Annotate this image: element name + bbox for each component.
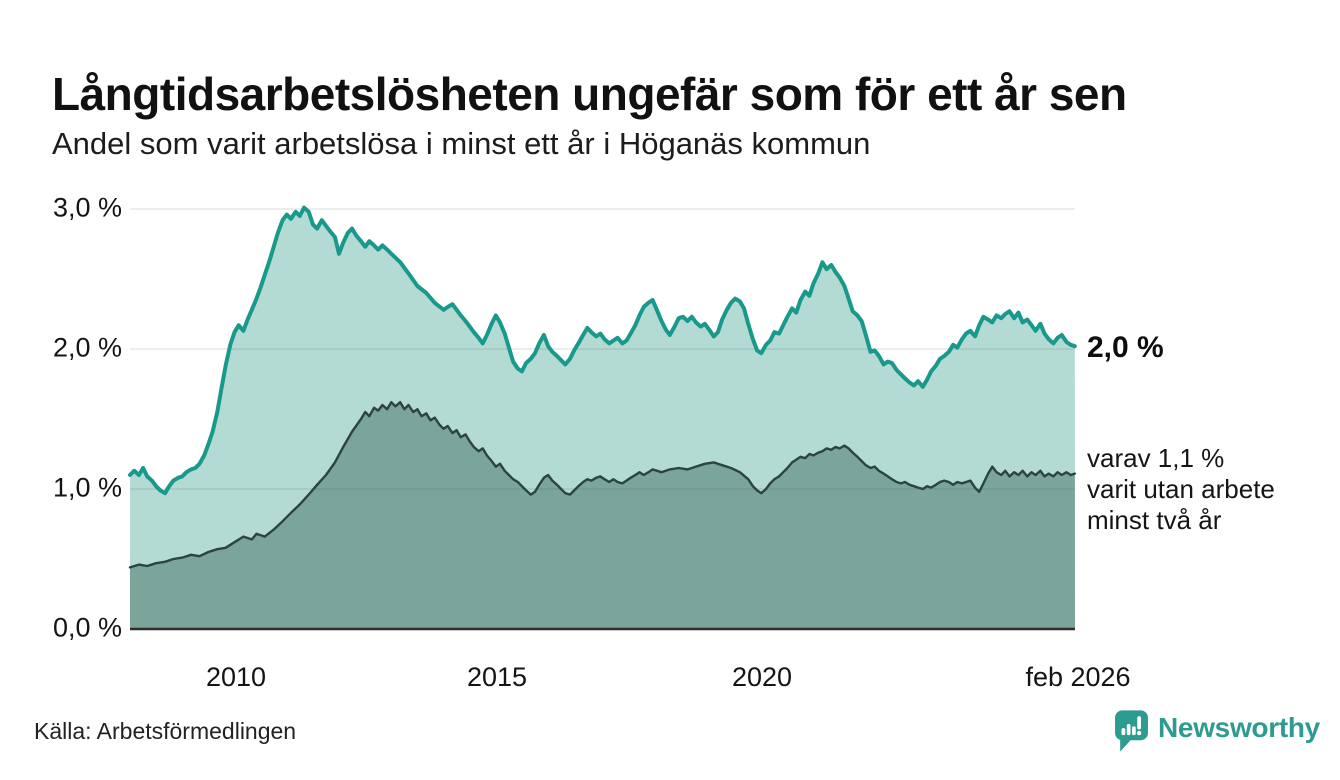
brand-name: Newsworthy <box>1158 712 1320 743</box>
logo-bar-short <box>1121 728 1126 736</box>
y-tick-1: 1,0 % <box>52 472 122 503</box>
logo-exclamation-dot <box>1136 730 1142 736</box>
logo-bar-tall <box>1126 724 1131 736</box>
y-tick-2: 2,0 % <box>52 332 122 363</box>
x-tick-2015: 2015 <box>466 662 528 692</box>
newsworthy-logo-icon <box>1115 710 1148 752</box>
logo-bar-mid <box>1132 726 1136 736</box>
x-tick-2020: 2020 <box>731 662 793 692</box>
series-end-value-label: 2,0 % <box>1087 331 1164 364</box>
y-tick-0: 0,0 % <box>52 612 122 643</box>
y-tick-3: 3,0 % <box>52 192 122 223</box>
page-subtitle: Andel som varit arbetslösa i minst ett å… <box>52 126 871 161</box>
series-1yr-line <box>128 205 1077 496</box>
series2-annotation: varav 1,1 % varit utan arbete minst två … <box>1087 443 1275 536</box>
annotation-line-3: minst två år <box>1087 505 1222 535</box>
series-2yr-line <box>128 401 1076 569</box>
x-tick-feb-2026: feb 2026 <box>1025 662 1131 692</box>
newsworthy-logo: Newsworthy <box>1114 709 1320 753</box>
x-tick-2010: 2010 <box>205 662 267 692</box>
page-title: Långtidsarbetslösheten ungefär som för e… <box>52 67 1127 120</box>
logo-exclamation-stem <box>1137 716 1141 730</box>
annotation-line-2: varit utan arbete <box>1087 474 1275 504</box>
source-credit: Källa: Arbetsförmedlingen <box>34 718 297 744</box>
annotation-line-1: varav 1,1 % <box>1087 443 1225 473</box>
series-2yr-area <box>130 402 1075 629</box>
